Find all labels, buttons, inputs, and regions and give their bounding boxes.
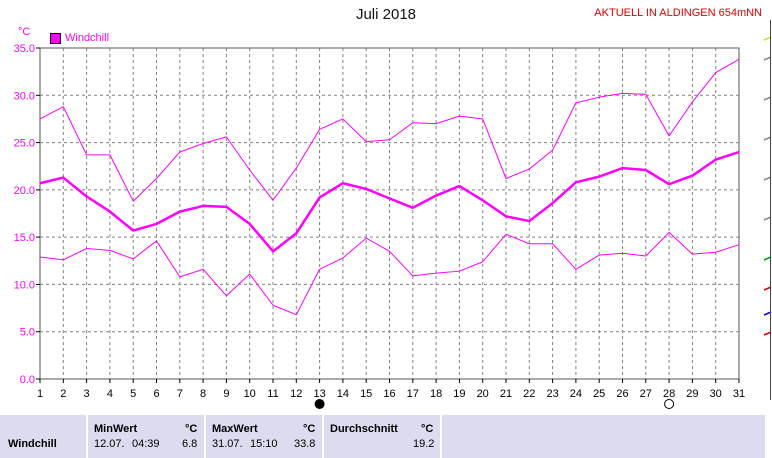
x-tick-label: 29 [686, 388, 698, 400]
x-tick-label: 12 [290, 388, 302, 400]
x-tick-label: 21 [500, 388, 512, 400]
x-tick-label: 19 [453, 388, 465, 400]
side-indicator-mark [763, 256, 772, 261]
side-divider [770, 20, 771, 400]
y-tick-label: 5.0 [20, 327, 35, 339]
x-tick-label: 4 [107, 388, 113, 400]
x-tick-label: 25 [593, 388, 605, 400]
side-indicator-mark [763, 286, 772, 291]
x-tick-label: 24 [570, 388, 582, 400]
x-tick-label: 11 [267, 388, 278, 400]
x-tick-label: 9 [223, 388, 229, 400]
new-moon-icon [314, 399, 325, 409]
stats-avg-cell: Durchschnitt °C 19.2 [324, 415, 440, 458]
x-tick-label: 1 [37, 388, 43, 400]
side-indicator-mark [763, 136, 772, 141]
x-tick-label: 7 [177, 388, 183, 400]
legend-swatch [50, 32, 61, 44]
side-indicator-mark [763, 331, 772, 336]
stats-table: Windchill MinWert °C 12.07. 04:39 6.8 Ma… [0, 413, 772, 458]
side-indicator-mark [763, 56, 772, 61]
legend: Windchill [50, 32, 109, 44]
stats-row-label: Windchill [8, 438, 57, 450]
chart-title: Juli 2018 [355, 6, 417, 23]
y-tick-label: 25.0 [14, 138, 35, 150]
series-line-min [39, 231, 740, 316]
side-indicator-mark [763, 311, 772, 316]
avg-header: Durchschnitt [330, 423, 398, 435]
x-tick-label: 16 [383, 388, 395, 400]
side-indicator-mark [763, 96, 772, 101]
max-value: 33.8 [294, 438, 316, 450]
x-tick-label: 30 [710, 388, 722, 400]
min-date: 12.07. [94, 438, 125, 450]
x-tick-label: 3 [84, 388, 90, 400]
y-axis-unit: °C [18, 26, 31, 38]
x-tick-label: 18 [430, 388, 442, 400]
max-time: 15:10 [250, 438, 278, 450]
x-tick-label: 31 [733, 388, 745, 400]
x-tick-label: 27 [640, 388, 652, 400]
avg-unit: °C [421, 423, 434, 435]
max-date: 31.07. [212, 438, 243, 450]
stats-label-cell: Windchill [0, 415, 86, 458]
y-tick-label: 10.0 [14, 279, 35, 291]
y-tick-label: 15.0 [14, 232, 35, 244]
x-tick-label: 17 [407, 388, 419, 400]
stats-max-cell: MaxWert °C 31.07. 15:10 33.8 [206, 415, 322, 458]
x-tick-label: 2 [60, 388, 66, 400]
min-header: MinWert [94, 423, 138, 435]
max-unit: °C [303, 423, 316, 435]
chart-canvas: 1 2 3 4 5 6 7 8 9 10 11 12 13 14 15 16 17 18 19 20 21 22 23 24 2… [14, 36, 772, 409]
y-tick-label: 0.0 [20, 374, 35, 386]
x-tick-label: 14 [337, 388, 349, 400]
x-tick-label: 5 [130, 388, 136, 400]
max-header: MaxWert [212, 423, 258, 435]
x-tick-label: 13 [313, 388, 325, 400]
x-tick-label: 15 [360, 388, 372, 400]
side-indicator-mark [763, 36, 772, 41]
series-line-max [39, 58, 740, 202]
side-indicator-mark [763, 176, 772, 181]
legend-label: Windchill [65, 32, 110, 44]
x-tick-label: 22 [523, 388, 535, 400]
full-moon-icon [664, 399, 675, 409]
x-tick-label: 23 [546, 388, 558, 400]
side-indicator-mark [763, 216, 772, 221]
x-tick-label: 28 [663, 388, 675, 400]
stats-empty-cell [442, 415, 765, 458]
y-tick-label: 20.0 [14, 185, 35, 197]
avg-value: 19.2 [413, 438, 435, 450]
x-tick-label: 6 [153, 388, 159, 400]
x-tick-label: 8 [200, 388, 206, 400]
x-tick-label: 26 [616, 388, 628, 400]
series-line-average [39, 150, 740, 253]
x-tick-label: 10 [244, 388, 256, 400]
stats-min-cell: MinWert °C 12.07. 04:39 6.8 [88, 415, 204, 458]
y-tick-label: 35.0 [14, 43, 35, 55]
y-tick-label: 30.0 [14, 90, 35, 102]
live-location-label: AKTUELL IN ALDINGEN 654mNN [594, 7, 762, 19]
min-time: 04:39 [132, 438, 160, 450]
min-unit: °C [185, 423, 198, 435]
min-value: 6.8 [182, 438, 198, 450]
x-tick-label: 20 [477, 388, 489, 400]
